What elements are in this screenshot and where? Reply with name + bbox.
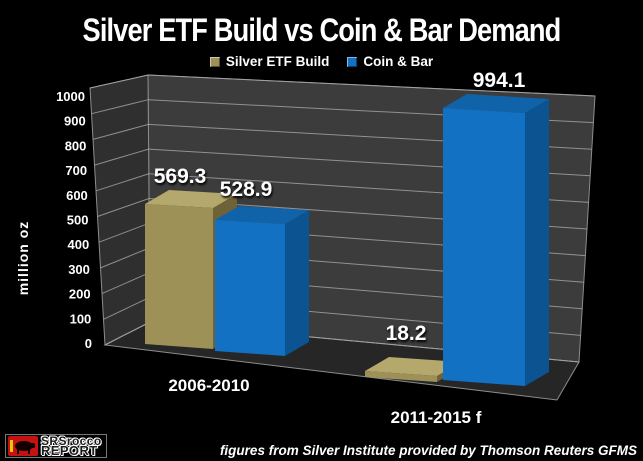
y-tick-label: 100 (70, 311, 92, 326)
bars (145, 94, 549, 386)
y-tick-label: 800 (65, 138, 87, 153)
y-tick-label: 500 (67, 213, 89, 228)
bar-value-label: 528.9 (220, 178, 273, 201)
y-tick-label: 400 (67, 237, 89, 252)
logo-text: SRSrocco REPORT (41, 434, 102, 458)
gridline (95, 173, 589, 203)
y-axis-title: million oz (15, 221, 31, 296)
y-tick-label: 700 (65, 163, 87, 178)
gridline (97, 197, 588, 230)
legend-item-coin-bar: Coin & Bar (347, 54, 433, 69)
bar-value-labels: 569.3 528.9 18.2 994.1 (154, 69, 526, 345)
gridline (89, 74, 596, 97)
y-tick-label: 1000 (56, 89, 85, 104)
chart-title: Silver ETF Build vs Coin & Bar Demand (82, 12, 562, 48)
bar-front-face (365, 371, 437, 382)
gridlines (89, 74, 596, 363)
bull-icon (8, 436, 38, 456)
bar-value-label: 569.3 (154, 165, 207, 188)
bar-front-face (443, 108, 525, 386)
bar-top-face (145, 190, 237, 208)
logo-line1: SRSrocco (41, 434, 102, 448)
left-wall (89, 74, 151, 346)
logo-line2: REPORT (41, 443, 98, 458)
category-label: 2011-2015 f (391, 408, 482, 427)
source-footnote: figures from Silver Institute provided b… (219, 443, 637, 458)
legend-label-coin-bar: Coin & Bar (363, 54, 434, 69)
bar-side-face (285, 210, 309, 356)
bar-side-face (525, 99, 549, 386)
legend: Silver ETF Build Coin & Bar (0, 54, 643, 69)
bar-top-face (365, 357, 461, 376)
y-tick-label: 0 (85, 336, 92, 351)
y-tick-label: 600 (66, 188, 88, 203)
bar-top-face (443, 94, 549, 113)
bar-front-face (215, 220, 285, 356)
legend-swatch-coin-bar (347, 56, 358, 67)
bar-front-face (145, 204, 213, 349)
y-tick-label: 200 (69, 287, 91, 302)
legend-label-silver-etf: Silver ETF Build (225, 54, 330, 69)
y-tick-label: 300 (68, 262, 90, 277)
bar-value-label: 994.1 (473, 69, 526, 92)
bar-coin-bar-2011-2015-f (443, 94, 549, 386)
y-axis-tick-labels: 0 100 200 300 400 500 600 700 800 900 1000 (56, 89, 92, 351)
category-label: 2006-2010 (168, 376, 249, 395)
category-labels: 2006-2010 2011-2015 f (168, 376, 481, 427)
bar-coin-bar-2006-2010 (215, 206, 309, 356)
legend-swatch-silver-etf (209, 56, 220, 67)
bar-value-label: 18.2 (386, 322, 427, 345)
legend-item-silver-etf: Silver ETF Build (209, 54, 330, 69)
bar-top-face (215, 206, 309, 224)
y-tick-label: 900 (64, 114, 86, 129)
srsrocco-logo: SRSrocco REPORT (5, 434, 107, 458)
